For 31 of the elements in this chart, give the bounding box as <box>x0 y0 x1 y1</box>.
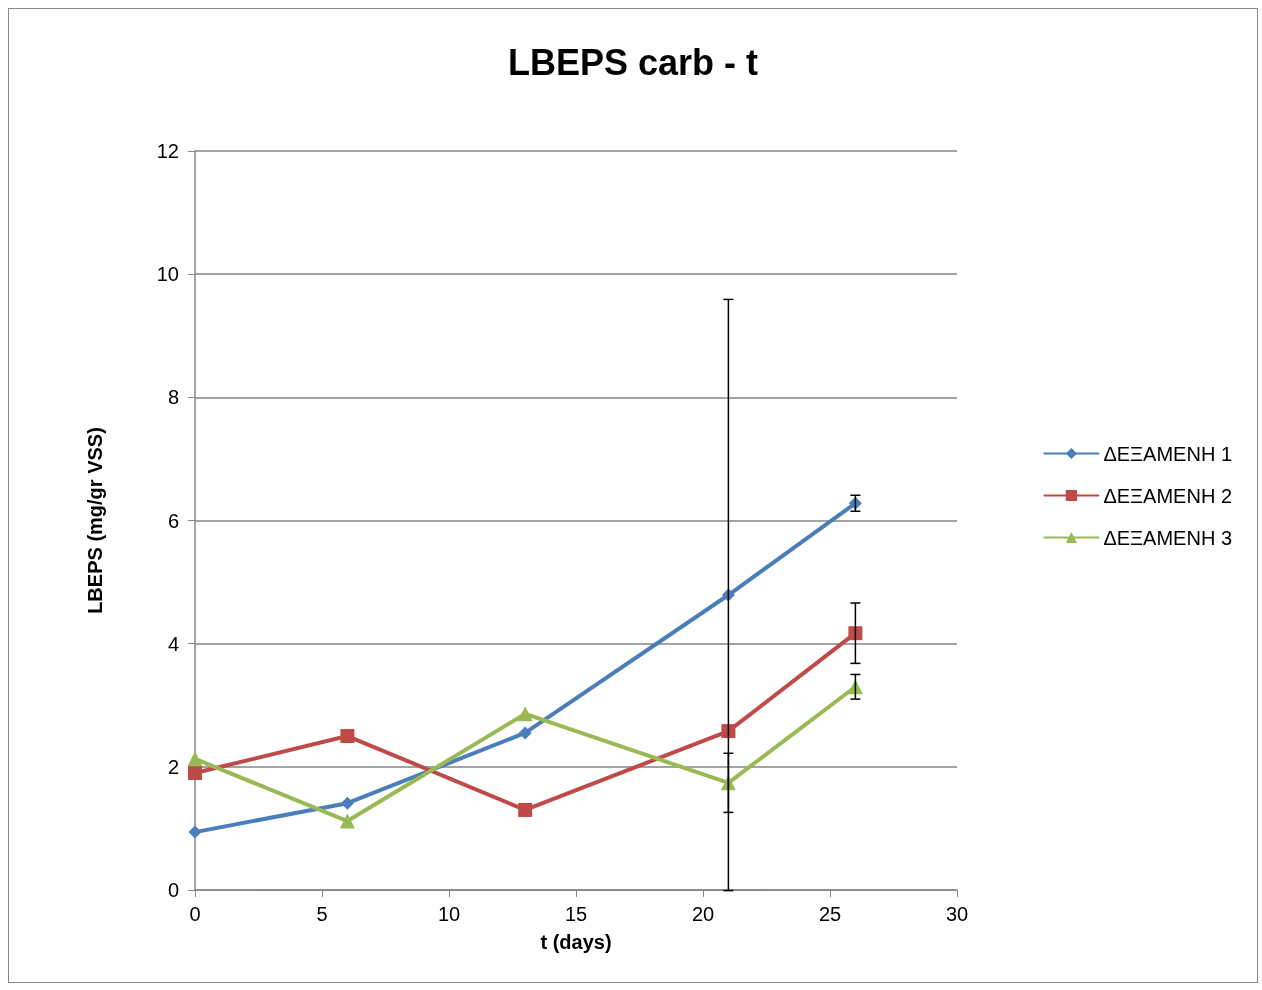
point <box>340 796 354 810</box>
x-tick-label: 25 <box>818 903 842 925</box>
y-tick-label: 8 <box>167 386 179 409</box>
x-tick-label: 30 <box>945 903 969 925</box>
x-axis-title: t (days) <box>540 931 612 953</box>
y-axis-title: LBEPS (mg/gr VSS) <box>84 427 106 614</box>
point <box>848 626 863 641</box>
legend-label: ΔΕΞΑΜΕΝΗ 3 <box>1103 526 1233 549</box>
point <box>340 729 355 744</box>
x-tick-label: 0 <box>189 903 201 925</box>
x-tick-label: 10 <box>437 903 461 925</box>
point <box>518 726 532 740</box>
legend-label: ΔΕΞΑΜΕΝΗ 2 <box>1103 484 1233 507</box>
point <box>188 765 202 780</box>
y-tick-label: 6 <box>167 509 179 532</box>
point <box>187 751 203 767</box>
x-tick-label: 15 <box>564 903 588 925</box>
y-tick-label: 10 <box>156 263 179 286</box>
point <box>188 825 202 839</box>
legend-label: ΔΕΞΑΜΕΝΗ 1 <box>1103 442 1233 465</box>
y-tick-label: 2 <box>167 755 179 778</box>
point <box>517 706 533 722</box>
point <box>518 802 533 817</box>
y-tick-label: 0 <box>167 879 179 901</box>
y-tick-label: 12 <box>156 140 179 162</box>
point <box>339 813 355 829</box>
y-tick-label: 4 <box>167 632 179 655</box>
x-tick-label: 5 <box>316 903 328 925</box>
x-tick-label: 20 <box>691 903 715 925</box>
chart-title: LBEPS carb - t <box>507 41 759 83</box>
point <box>721 724 736 739</box>
